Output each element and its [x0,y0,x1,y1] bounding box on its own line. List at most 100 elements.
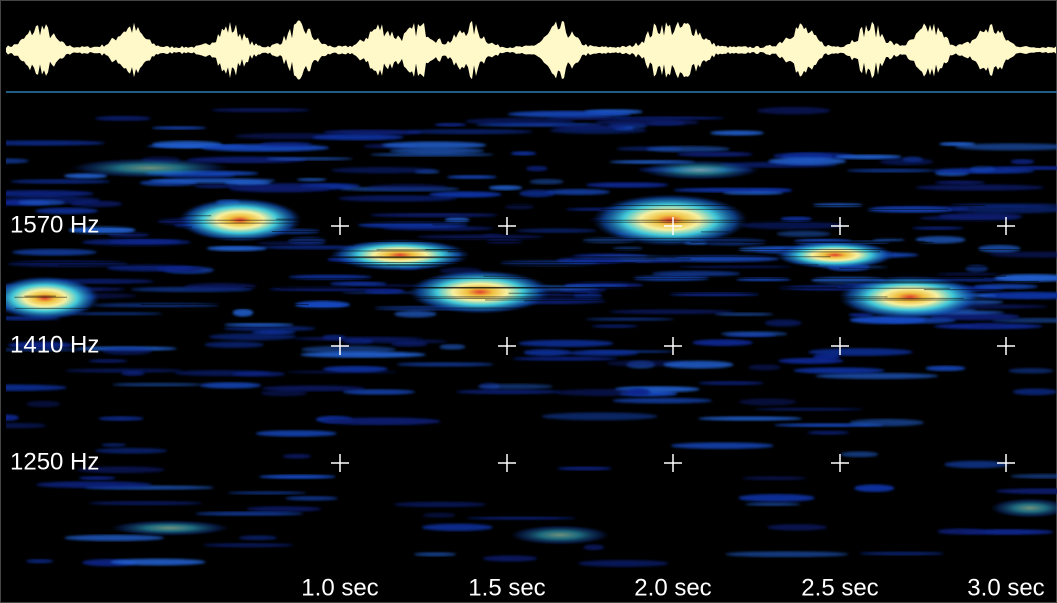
noise-streak [915,184,1044,190]
noise-streak [394,311,437,318]
noise-streak [738,494,814,502]
noise-streak [112,383,202,387]
noise-streak [698,416,802,420]
noise-streak [671,442,774,449]
noise-streak [754,408,863,411]
energy-glow [70,158,230,178]
noise-streak [203,543,294,547]
noise-streak [150,178,276,183]
noise-streak [880,158,933,165]
time-label: 2.5 sec [801,574,878,601]
time-label: 3.0 sec [967,574,1044,601]
time-label: 2.0 sec [634,574,711,601]
noise-streak [847,169,935,173]
noise-streak [793,367,885,373]
noise-streak [370,213,498,217]
noise-streak [912,227,964,230]
noise-streak [835,155,901,160]
noise-streak [389,148,484,154]
noise-streak [289,275,372,280]
noise-streak [285,496,338,501]
noise-streak [974,284,1038,289]
noise-streak [414,552,456,556]
noise-streak [518,340,613,347]
noise-streak [466,517,575,520]
noise-streak [586,182,669,188]
energy-glow [640,160,760,180]
noise-streak [748,364,781,370]
noise-streak [211,108,310,112]
noise-streak [698,381,764,385]
noise-streak [841,451,879,457]
noise-streak [489,185,522,190]
noise-streak [778,358,844,364]
noise-streak [394,502,486,508]
noise-streak [609,309,735,314]
noise-streak [95,116,151,121]
noise-streak [64,535,164,541]
noise-streak [757,107,830,115]
time-label: 1.0 sec [301,574,378,601]
noise-streak [108,239,181,244]
frequency-label: 1410 Hz [10,331,99,358]
noise-streak [194,184,236,189]
noise-streak [98,416,143,421]
energy-glow [510,525,610,545]
noise-streak [715,313,774,316]
noise-streak [557,467,611,471]
noise-streak [434,123,466,127]
noise-streak [251,330,295,335]
energy-glow [110,520,230,536]
noise-streak [646,146,729,152]
noise-streak [266,157,353,160]
spectrogram-view: 1570 Hz1410 Hz1250 Hz1.0 sec1.5 sec2.0 s… [0,0,1057,603]
noise-streak [745,503,800,506]
noise-streak [670,293,759,297]
noise-streak [517,228,597,232]
noise-streak [578,560,668,567]
noise-streak [312,134,404,140]
noise-streak [721,331,788,336]
noise-streak [978,245,1021,253]
noise-streak [26,401,60,407]
noise-streak [692,339,753,346]
noise-streak [228,491,307,494]
noise-streak [232,371,285,376]
noise-streak [331,167,436,173]
noise-streak [742,476,806,480]
noise-streak [585,318,674,321]
noise-streak [95,448,167,454]
noise-streak [725,551,848,557]
energy-blob [330,239,470,271]
noise-streak [36,481,152,488]
noise-streak [423,513,456,518]
noise-streak [102,347,152,354]
noise-streak [297,178,327,181]
noise-streak [583,545,604,551]
noise-streak [478,384,553,389]
noise-streak [937,273,999,276]
noise-streak [12,249,97,256]
noise-streak [429,191,502,197]
time-label: 1.5 sec [468,574,545,601]
noise-streak [808,348,913,356]
noise-streak [710,130,764,135]
noise-streak [765,319,802,326]
noise-streak [200,382,261,388]
noise-streak [595,119,699,126]
noise-streak [406,129,533,134]
noise-streak [767,524,827,530]
noise-streak [89,359,128,363]
noise-streak [1011,159,1035,164]
noise-streak [207,246,267,251]
noise-streak [89,501,203,505]
noise-streak [526,166,547,172]
frequency-label: 1250 Hz [10,448,99,475]
noise-streak [121,371,145,376]
noise-streak [815,373,938,379]
noise-streak [259,475,335,479]
noise-streak [627,388,649,395]
noise-streak [110,559,205,566]
noise-streak [224,323,293,326]
noise-streak [465,118,575,125]
